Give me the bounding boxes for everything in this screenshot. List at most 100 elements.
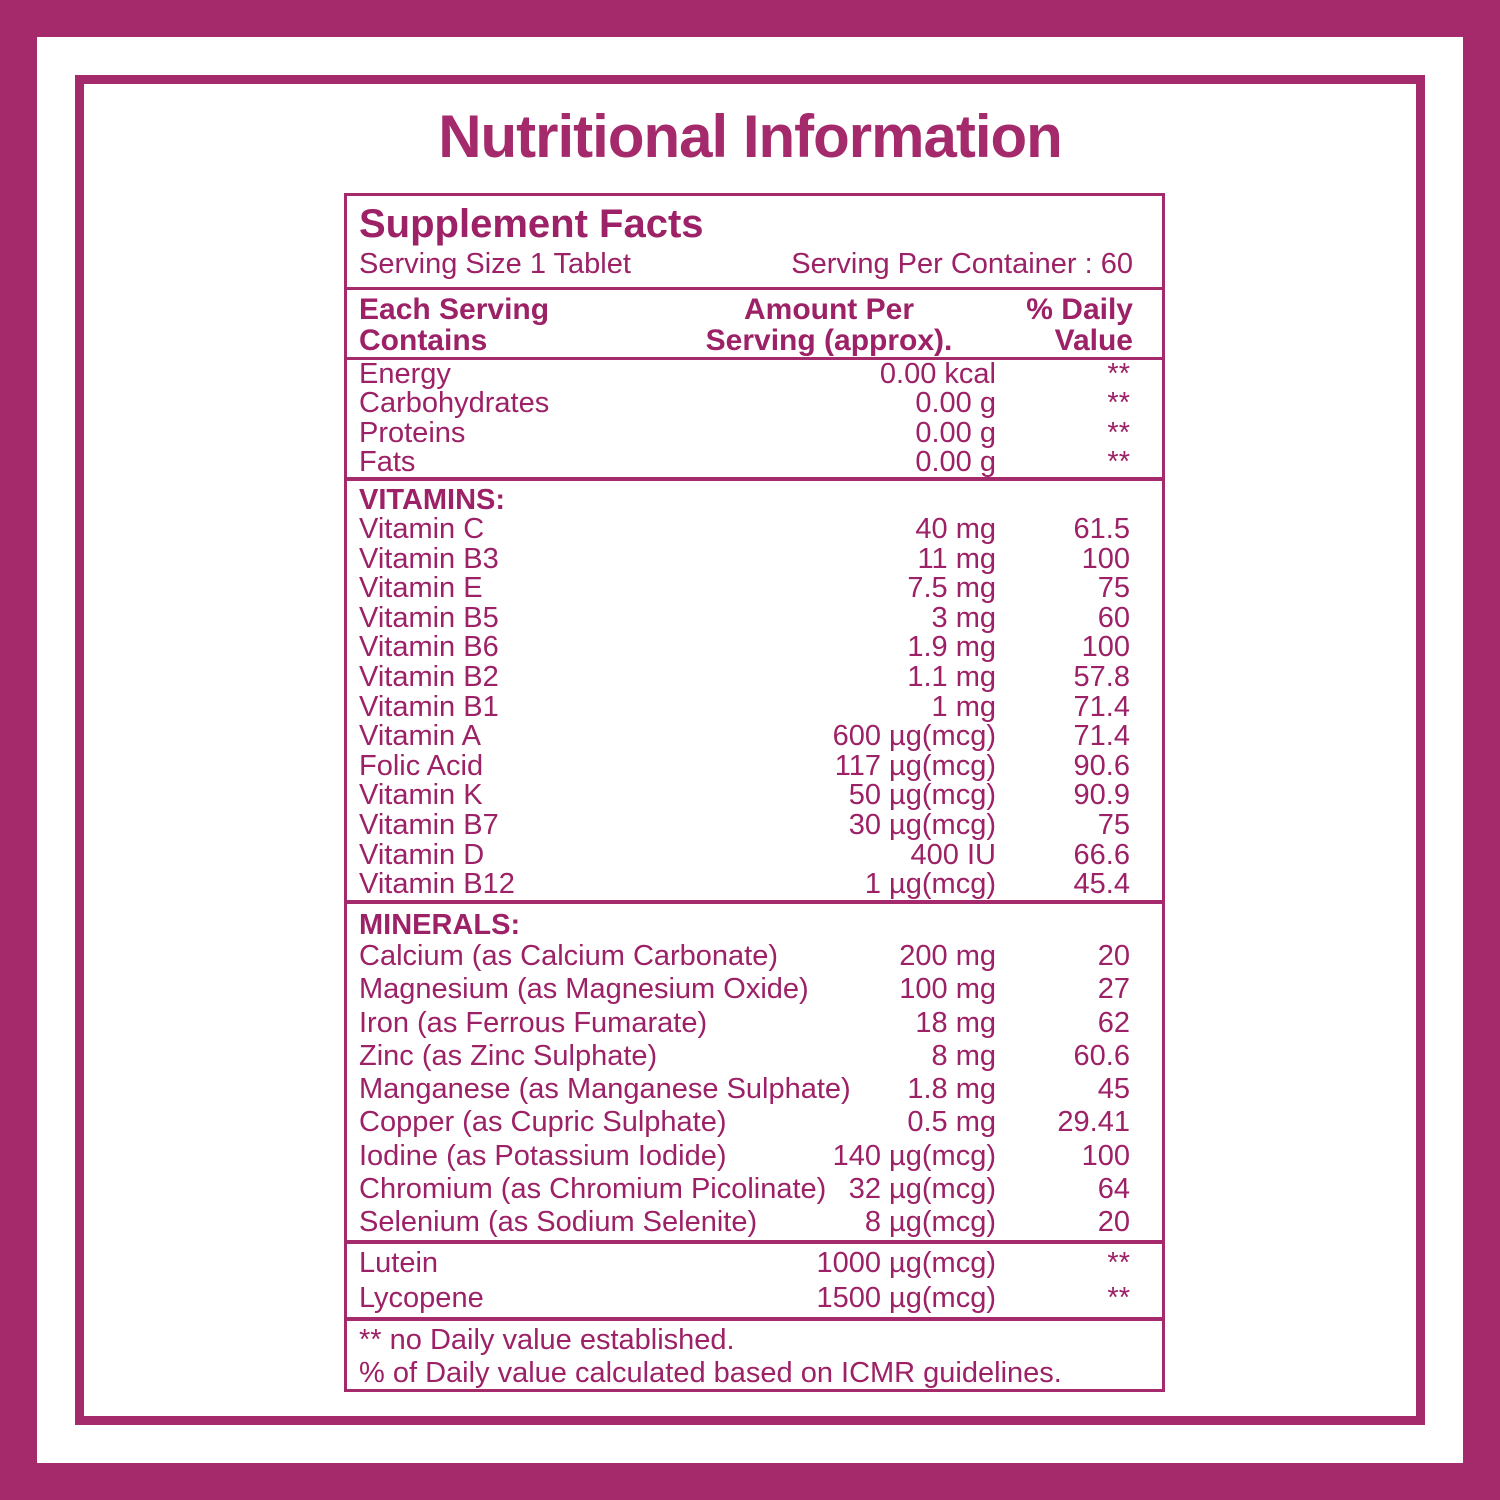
nutrient-name: Vitamin B12 [359, 868, 515, 900]
divider [347, 1240, 1162, 1244]
serving-info-row: Serving Size 1 Tablet Serving Per Contai… [359, 248, 1133, 281]
table-row: Vitamin B12 1 µg(mcg) 45.4 [347, 870, 1162, 900]
table-row: Vitamin B2 1.1 mg 57.8 [347, 660, 1162, 693]
nutrient-daily-value: 66.6 [1073, 838, 1130, 871]
header-line: Contains [359, 324, 488, 357]
vitamins-rows: Vitamin C 40 mg 61.5 Vitamin B3 11 mg 10… [347, 513, 1162, 900]
nutrient-name: Chromium (as Chromium Picolinate) [359, 1173, 827, 1206]
table-row: Lycopene 1500 µg(mcg) ** [347, 1281, 1162, 1316]
nutrient-amount: 100 mg [899, 973, 996, 1006]
nutrient-daily-value: 90.6 [1073, 749, 1130, 782]
header-line: % Daily [1026, 293, 1133, 326]
nutrient-name: Lutein [359, 1247, 439, 1279]
table-row: Vitamin B3 11 mg 100 [347, 542, 1162, 575]
column-header-daily-value: % Daily Value [1026, 294, 1133, 356]
footnotes-section: ** no Daily value established. % of Dail… [347, 1321, 1162, 1389]
nutrient-daily-value: 61.5 [1073, 513, 1130, 545]
nutrient-daily-value: 60.6 [1073, 1039, 1130, 1072]
nutrient-daily-value: 57.8 [1073, 660, 1130, 693]
nutrient-daily-value: 75 [1097, 572, 1130, 605]
nutrient-amount: 0.5 mg [907, 1106, 996, 1139]
footnote-line: % of Daily value calculated based on ICM… [359, 1357, 1062, 1389]
table-row: Manganese (as Manganese Sulphate) 1.8 mg… [347, 1073, 1162, 1106]
nutrient-name: Energy [359, 360, 451, 390]
nutrient-name: Folic Acid [359, 749, 484, 782]
nutrient-name: Vitamin D [359, 838, 485, 871]
table-row: Vitamin B7 30 µg(mcg) 75 [347, 808, 1162, 841]
nutrient-daily-value: 20 [1097, 1206, 1130, 1239]
minerals-heading: MINERALS: [359, 909, 521, 941]
nutrient-amount: 600 µg(mcg) [832, 720, 996, 753]
nutrient-daily-value: 90.9 [1073, 779, 1130, 812]
table-row: Vitamin E 7.5 mg 75 [347, 574, 1162, 604]
table-row: Selenium (as Sodium Selenite) 8 µg(mcg) … [347, 1206, 1162, 1239]
nutrient-amount: 8 µg(mcg) [864, 1206, 996, 1239]
table-row: Vitamin C 40 mg 61.5 [347, 513, 1162, 545]
minerals-rows: Calcium (as Calcium Carbonate) 200 mg 20… [347, 940, 1162, 1240]
header-line: Serving (approx). [705, 324, 953, 357]
nutrient-daily-value: ** [1107, 1282, 1130, 1314]
nutrient-daily-value: 75 [1097, 808, 1130, 841]
table-row: Vitamin B6 1.9 mg 100 [347, 633, 1162, 663]
nutrient-name: Calcium (as Calcium Carbonate) [359, 940, 779, 972]
nutrient-daily-value: 71.4 [1073, 690, 1130, 723]
nutrient-name: Proteins [359, 416, 466, 449]
nutrient-amount: 1000 µg(mcg) [816, 1247, 996, 1279]
macros-section: Energy 0.00 kcal ** Carbohydrates 0.00 g… [347, 360, 1162, 477]
nutrient-daily-value: 100 [1081, 631, 1130, 664]
nutrient-amount: 32 µg(mcg) [848, 1173, 996, 1206]
nutrient-name: Vitamin K [359, 779, 483, 812]
nutrient-amount: 200 mg [899, 940, 996, 972]
nutrient-amount: 140 µg(mcg) [832, 1139, 996, 1172]
nutrient-name: Iron (as Ferrous Fumarate) [359, 1006, 708, 1039]
table-row: Copper (as Cupric Sulphate) 0.5 mg 29.41 [347, 1106, 1162, 1139]
minerals-section: MINERALS: Calcium (as Calcium Carbonate)… [347, 904, 1162, 1240]
nutrient-amount: 1.1 mg [907, 660, 996, 693]
table-row: Iodine (as Potassium Iodide) 140 µg(mcg)… [347, 1140, 1162, 1173]
nutrient-amount: 0.00 g [915, 445, 996, 477]
nutrient-name: Carbohydrates [359, 387, 550, 420]
supplement-facts-heading: Supplement Facts [359, 202, 704, 246]
table-row: Fats 0.00 g ** [347, 445, 1162, 477]
page-title: Nutritional Information [438, 103, 1063, 170]
table-row: Carbohydrates 0.00 g ** [347, 387, 1162, 420]
nutrient-amount: 1 µg(mcg) [864, 868, 996, 900]
nutrient-daily-value: 60 [1097, 601, 1130, 634]
nutrient-daily-value: 71.4 [1073, 720, 1130, 753]
nutrient-amount: 50 µg(mcg) [848, 779, 996, 812]
table-row: Iron (as Ferrous Fumarate) 18 mg 62 [347, 1007, 1162, 1040]
nutrient-daily-value: 29.41 [1057, 1106, 1130, 1139]
table-row: Lutein 1000 µg(mcg) ** [347, 1246, 1162, 1281]
nutrient-amount: 1500 µg(mcg) [816, 1282, 996, 1314]
nutrient-daily-value: ** [1107, 1247, 1130, 1279]
divider [347, 900, 1162, 904]
vitamins-section: VITAMINS: Vitamin C 40 mg 61.5 Vitamin B… [347, 481, 1162, 900]
nutrient-name: Vitamin B5 [359, 601, 499, 634]
divider [347, 477, 1162, 481]
column-header-each-serving: Each Serving Contains [359, 294, 549, 356]
footnote-line: ** no Daily value established. [359, 1324, 735, 1356]
nutrient-amount: 400 IU [910, 838, 996, 871]
nutrient-daily-value: 62 [1097, 1006, 1130, 1039]
nutrient-amount: 1.8 mg [907, 1073, 996, 1106]
nutrient-name: Vitamin B1 [359, 690, 499, 723]
divider [347, 357, 1162, 360]
nutrient-name: Fats [359, 445, 416, 477]
table-row: Calcium (as Calcium Carbonate) 200 mg 20 [347, 940, 1162, 973]
nutrient-amount: 11 mg [917, 542, 996, 575]
carotenoids-section: Lutein 1000 µg(mcg) ** Lycopene 1500 µg(… [347, 1244, 1162, 1317]
nutrient-daily-value: 64 [1097, 1173, 1130, 1206]
nutrient-daily-value: 100 [1081, 542, 1130, 575]
table-row: Chromium (as Chromium Picolinate) 32 µg(… [347, 1173, 1162, 1206]
nutrient-amount: 40 mg [915, 513, 996, 545]
table-row: Magnesium (as Magnesium Oxide) 100 mg 27 [347, 973, 1162, 1006]
nutrient-amount: 8 mg [931, 1039, 996, 1072]
table-row: Folic Acid 117 µg(mcg) 90.6 [347, 749, 1162, 782]
nutrient-amount: 0.00 g [915, 416, 996, 449]
divider [347, 287, 1162, 290]
table-row: Proteins 0.00 g ** [347, 416, 1162, 449]
nutrient-daily-value: 100 [1081, 1139, 1130, 1172]
header-line: Each Serving [359, 293, 550, 326]
